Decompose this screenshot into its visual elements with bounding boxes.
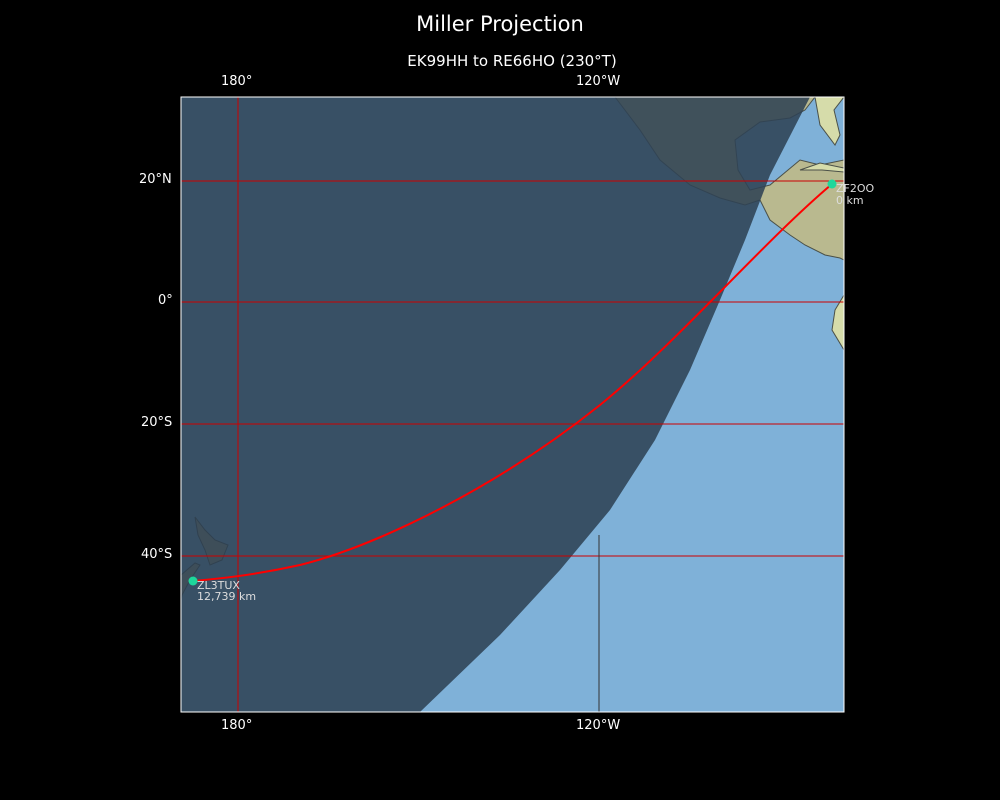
lon-tick-top-120w: 120°W (576, 74, 621, 89)
florida-land (814, 97, 844, 146)
marker-start-call: ZF2OO (836, 182, 875, 195)
marker-end[interactable] (188, 576, 198, 586)
south-america-land (831, 294, 844, 351)
lon-tick-bottom-120w: 120°W (576, 718, 621, 733)
map-subtitle: EK99HH to RE66HO (230°T) (407, 52, 617, 70)
marker-start-distance: 0 km (836, 194, 864, 207)
lat-tick-0: 0° (158, 293, 173, 308)
lat-tick-20n: 20°N (139, 172, 172, 187)
lon-tick-bottom-180: 180° (221, 718, 253, 733)
map-frame (180, 96, 845, 713)
lat-tick-20s: 20°S (141, 415, 173, 430)
marker-end-distance: 12,739 km (197, 590, 256, 603)
marker-end-call: ZL3TUX (197, 579, 240, 592)
graticule (181, 97, 844, 712)
map-title: Miller Projection (416, 12, 584, 36)
cuba-land (799, 162, 844, 173)
marker-start[interactable] (827, 179, 837, 189)
great-circle-path (192, 183, 833, 582)
night-shadow (181, 97, 810, 712)
lon-tick-top-180: 180° (221, 74, 253, 89)
lat-tick-40s: 40°S (141, 547, 173, 562)
